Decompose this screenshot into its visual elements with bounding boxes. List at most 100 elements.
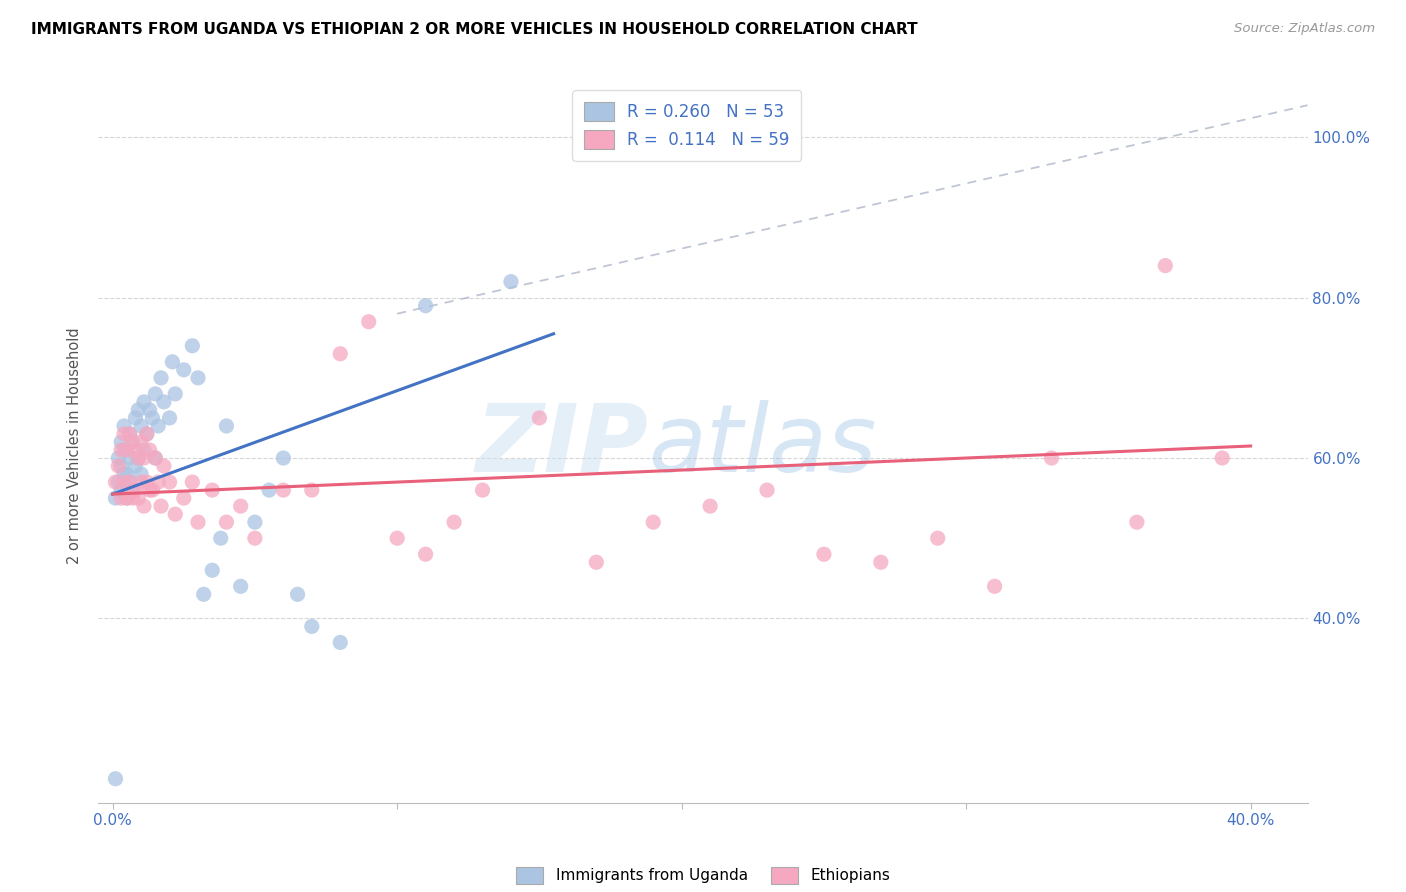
Point — [143, 450, 166, 465]
Y-axis label: 2 or more Vehicles in Household: 2 or more Vehicles in Household — [67, 327, 83, 565]
Point — [112, 419, 135, 434]
Point — [927, 531, 949, 545]
Point — [143, 387, 166, 401]
Point — [869, 555, 891, 569]
Point — [129, 467, 152, 481]
Text: IMMIGRANTS FROM UGANDA VS ETHIOPIAN 2 OR MORE VEHICLES IN HOUSEHOLD CORRELATION : IMMIGRANTS FROM UGANDA VS ETHIOPIAN 2 OR… — [31, 22, 918, 37]
Point — [201, 483, 224, 497]
Point — [273, 450, 295, 465]
Point — [138, 442, 160, 457]
Point — [104, 491, 127, 505]
Point — [110, 435, 132, 450]
Point — [127, 491, 149, 505]
Point — [415, 547, 437, 561]
Point — [643, 515, 665, 529]
Point — [243, 515, 266, 529]
Point — [112, 475, 135, 489]
Point — [813, 547, 835, 561]
Point — [112, 442, 135, 457]
Point — [118, 475, 141, 489]
Point — [118, 427, 141, 442]
Point — [301, 483, 323, 497]
Point — [146, 475, 169, 489]
Point — [229, 499, 252, 513]
Point — [135, 475, 157, 489]
Point — [329, 635, 352, 649]
Point — [1126, 515, 1149, 529]
Point — [118, 475, 141, 489]
Point — [129, 475, 152, 489]
Point — [115, 442, 138, 457]
Point — [112, 427, 135, 442]
Point — [138, 483, 160, 497]
Point — [129, 435, 152, 450]
Point — [115, 442, 138, 457]
Point — [699, 499, 721, 513]
Point — [209, 531, 232, 545]
Point — [121, 435, 143, 450]
Point — [135, 427, 157, 442]
Point — [1211, 450, 1233, 465]
Point — [143, 450, 166, 465]
Point — [983, 579, 1005, 593]
Point — [124, 411, 146, 425]
Point — [132, 499, 155, 513]
Point — [193, 587, 215, 601]
Point — [215, 419, 238, 434]
Point — [104, 475, 127, 489]
Point — [115, 467, 138, 481]
Point — [415, 299, 437, 313]
Point — [273, 483, 295, 497]
Point — [112, 467, 135, 481]
Point — [129, 419, 152, 434]
Point — [385, 531, 408, 545]
Point — [229, 579, 252, 593]
Point — [153, 458, 176, 473]
Point — [165, 387, 187, 401]
Point — [110, 442, 132, 457]
Text: ZIP: ZIP — [475, 400, 648, 492]
Point — [132, 450, 155, 465]
Point — [471, 483, 494, 497]
Point — [1040, 450, 1063, 465]
Point — [153, 395, 176, 409]
Point — [159, 411, 181, 425]
Point — [165, 507, 187, 521]
Point — [104, 772, 127, 786]
Point — [107, 475, 129, 489]
Point — [357, 315, 380, 329]
Text: atlas: atlas — [648, 401, 877, 491]
Point — [121, 483, 143, 497]
Point — [181, 339, 204, 353]
Point — [243, 531, 266, 545]
Point — [110, 458, 132, 473]
Point — [115, 491, 138, 505]
Point — [162, 355, 184, 369]
Point — [110, 491, 132, 505]
Point — [124, 483, 146, 497]
Point — [499, 275, 522, 289]
Point — [127, 450, 149, 465]
Point — [181, 475, 204, 489]
Point — [132, 442, 155, 457]
Point — [201, 563, 224, 577]
Point — [529, 411, 551, 425]
Point — [443, 515, 465, 529]
Point — [159, 475, 181, 489]
Point — [141, 483, 163, 497]
Point — [1154, 259, 1177, 273]
Legend: Immigrants from Uganda, Ethiopians: Immigrants from Uganda, Ethiopians — [510, 861, 896, 890]
Point — [121, 491, 143, 505]
Point — [173, 491, 195, 505]
Point — [118, 427, 141, 442]
Point — [127, 450, 149, 465]
Point — [150, 499, 173, 513]
Point — [585, 555, 607, 569]
Point — [146, 419, 169, 434]
Point — [107, 458, 129, 473]
Point — [329, 347, 352, 361]
Point — [187, 371, 209, 385]
Point — [756, 483, 779, 497]
Point — [124, 442, 146, 457]
Point — [215, 515, 238, 529]
